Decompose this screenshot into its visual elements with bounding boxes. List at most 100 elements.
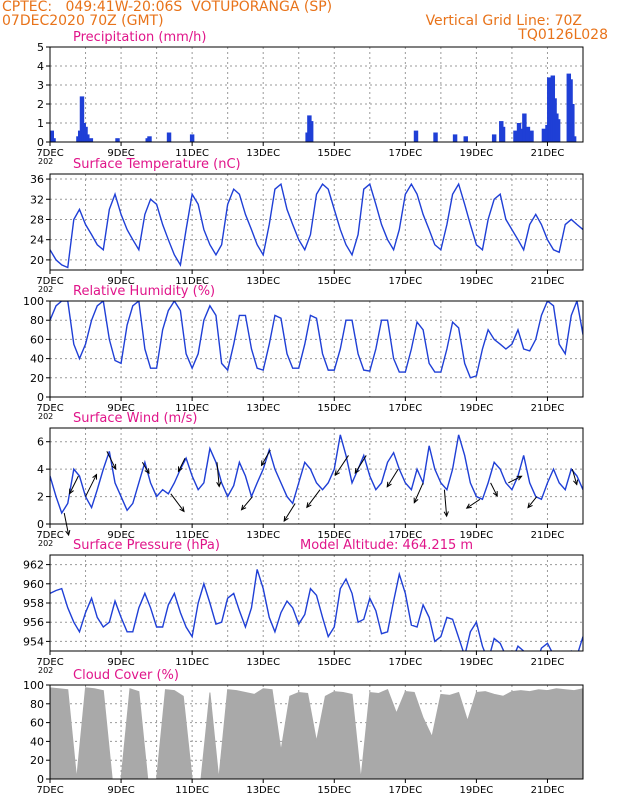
rh-title: Relative Humidity (%) xyxy=(73,284,215,299)
temp-frame xyxy=(49,173,584,271)
wind-arrow xyxy=(465,498,481,509)
wind-arrow-shaft xyxy=(170,493,185,512)
wind-title: Surface Wind (m/s) xyxy=(73,411,197,426)
precip-xtick-label: 7DEC xyxy=(36,148,63,159)
precip-xtick-label: 13DEC xyxy=(246,148,280,159)
precip-bar xyxy=(571,136,577,142)
wind-arrow-head xyxy=(283,516,289,523)
cloud-ytick-label: 20 xyxy=(30,754,44,767)
cloud-xtick-label: 19DEC xyxy=(460,785,494,796)
wind-arrow-head xyxy=(443,511,449,518)
precip-bar xyxy=(413,130,419,142)
temp-ytick-label: 28 xyxy=(30,213,44,226)
pres-panel xyxy=(46,554,584,655)
wind-ytick-label: 6 xyxy=(37,436,44,449)
wind-arrow-shaft xyxy=(527,496,538,508)
wind-arrow xyxy=(334,455,349,477)
temp-xtick-label: 19DEC xyxy=(460,276,494,287)
wind-xtick-label: 15DEC xyxy=(317,530,351,541)
temp-panel xyxy=(46,173,584,274)
wind-arrow-shaft xyxy=(334,455,349,476)
wind-arrow-head xyxy=(144,468,150,475)
wind-arrow xyxy=(283,503,296,523)
wind-frame xyxy=(49,427,584,525)
rh-xtick-label: 21DEC xyxy=(531,403,565,414)
precip-bar xyxy=(452,134,458,142)
wind-arrow-head xyxy=(260,460,266,467)
pres-ytick-label: 956 xyxy=(23,616,44,629)
temp-xtick-label: 17DEC xyxy=(388,276,422,287)
header-station: CPTEC: 049:41W-20:06S VOTUPORANGA (SP) xyxy=(2,0,333,15)
pres-xtick-label: 11DEC xyxy=(175,657,209,668)
rh-xtick-label: 9DEC xyxy=(107,403,134,414)
wind-arrow-head xyxy=(177,466,183,473)
precip-bar xyxy=(308,121,314,142)
precip-ytick-label: 5 xyxy=(37,41,44,54)
temp-year-stub: 202 xyxy=(38,285,53,294)
precip-xtick-label: 9DEC xyxy=(107,148,134,159)
precip-bar xyxy=(50,130,54,142)
pres-ytick-label: 962 xyxy=(23,559,44,572)
wind-arrow-head xyxy=(216,481,222,488)
wind-xtick-label: 11DEC xyxy=(175,530,209,541)
precip-bar xyxy=(525,126,531,142)
precip-bar xyxy=(541,128,547,142)
wind-arrow-head xyxy=(92,473,98,480)
wind-arrow-shaft xyxy=(69,475,79,494)
rh-year-stub: 202 xyxy=(38,412,53,421)
rh-xtick-label: 17DEC xyxy=(388,403,422,414)
pres-frame xyxy=(49,554,584,652)
wind-arrow xyxy=(413,482,424,504)
rh-xtick-label: 11DEC xyxy=(175,403,209,414)
cloud-xtick-label: 9DEC xyxy=(107,785,134,796)
precip-bar xyxy=(166,132,172,142)
wind-arrow-head xyxy=(334,470,340,477)
precip-ytick-label: 4 xyxy=(37,60,44,73)
cloud-xtick-label: 7DEC xyxy=(36,785,63,796)
wind-arrow-shaft xyxy=(283,503,296,522)
wind-arrow-head xyxy=(386,481,392,488)
temp-xtick-label: 7DEC xyxy=(36,276,63,287)
cloud-ytick-label: 80 xyxy=(30,698,44,711)
wind-arrow-shaft xyxy=(141,462,150,474)
cloud-panel xyxy=(46,684,584,783)
cloud-ytick-label: 40 xyxy=(30,735,44,748)
wind-series-line xyxy=(50,434,583,515)
wind-arrow xyxy=(260,449,271,467)
wind-arrow-shaft xyxy=(354,455,367,474)
rh-xtick-label: 15DEC xyxy=(317,403,351,414)
wind-arrow-head xyxy=(240,504,247,511)
pres-note: Model Altitude: 464.215 m xyxy=(300,538,473,553)
precip-bar xyxy=(463,136,468,142)
pres-ytick-label: 960 xyxy=(23,578,44,591)
temp-xtick-label: 9DEC xyxy=(107,276,134,287)
precip-bar xyxy=(513,130,518,142)
pres-xtick-label: 7DEC xyxy=(36,657,63,668)
pres-xtick-label: 19DEC xyxy=(460,657,494,668)
wind-arrow-head xyxy=(65,530,71,537)
wind-arrow xyxy=(240,496,253,511)
wind-arrow-head xyxy=(527,502,533,509)
wind-xtick-label: 9DEC xyxy=(107,530,134,541)
precip-bar xyxy=(433,132,438,142)
rh-xtick-label: 7DEC xyxy=(36,403,63,414)
pres-xtick-label: 13DEC xyxy=(246,657,280,668)
header-run-id: TQ0126L028 xyxy=(518,27,608,43)
wind-arrow-shaft xyxy=(443,489,448,517)
precip-bar xyxy=(115,138,120,142)
precip-bar xyxy=(189,134,195,142)
wind-arrow xyxy=(69,475,79,495)
temp-series-line xyxy=(50,182,583,269)
precip-bar xyxy=(518,128,524,142)
wind-arrow-shaft xyxy=(490,482,498,497)
wind-year-stub: 202 xyxy=(38,539,53,548)
wind-arrow-shaft xyxy=(386,468,399,488)
wind-arrow-shaft xyxy=(508,475,522,484)
wind-arrow-shaft xyxy=(306,489,321,508)
precip-bar xyxy=(555,119,561,142)
pres-ytick-label: 958 xyxy=(23,597,44,610)
wind-xtick-label: 7DEC xyxy=(36,530,63,541)
wind-arrow xyxy=(306,489,321,509)
cloud-ytick-label: 0 xyxy=(37,773,44,786)
wind-xtick-label: 21DEC xyxy=(531,530,565,541)
